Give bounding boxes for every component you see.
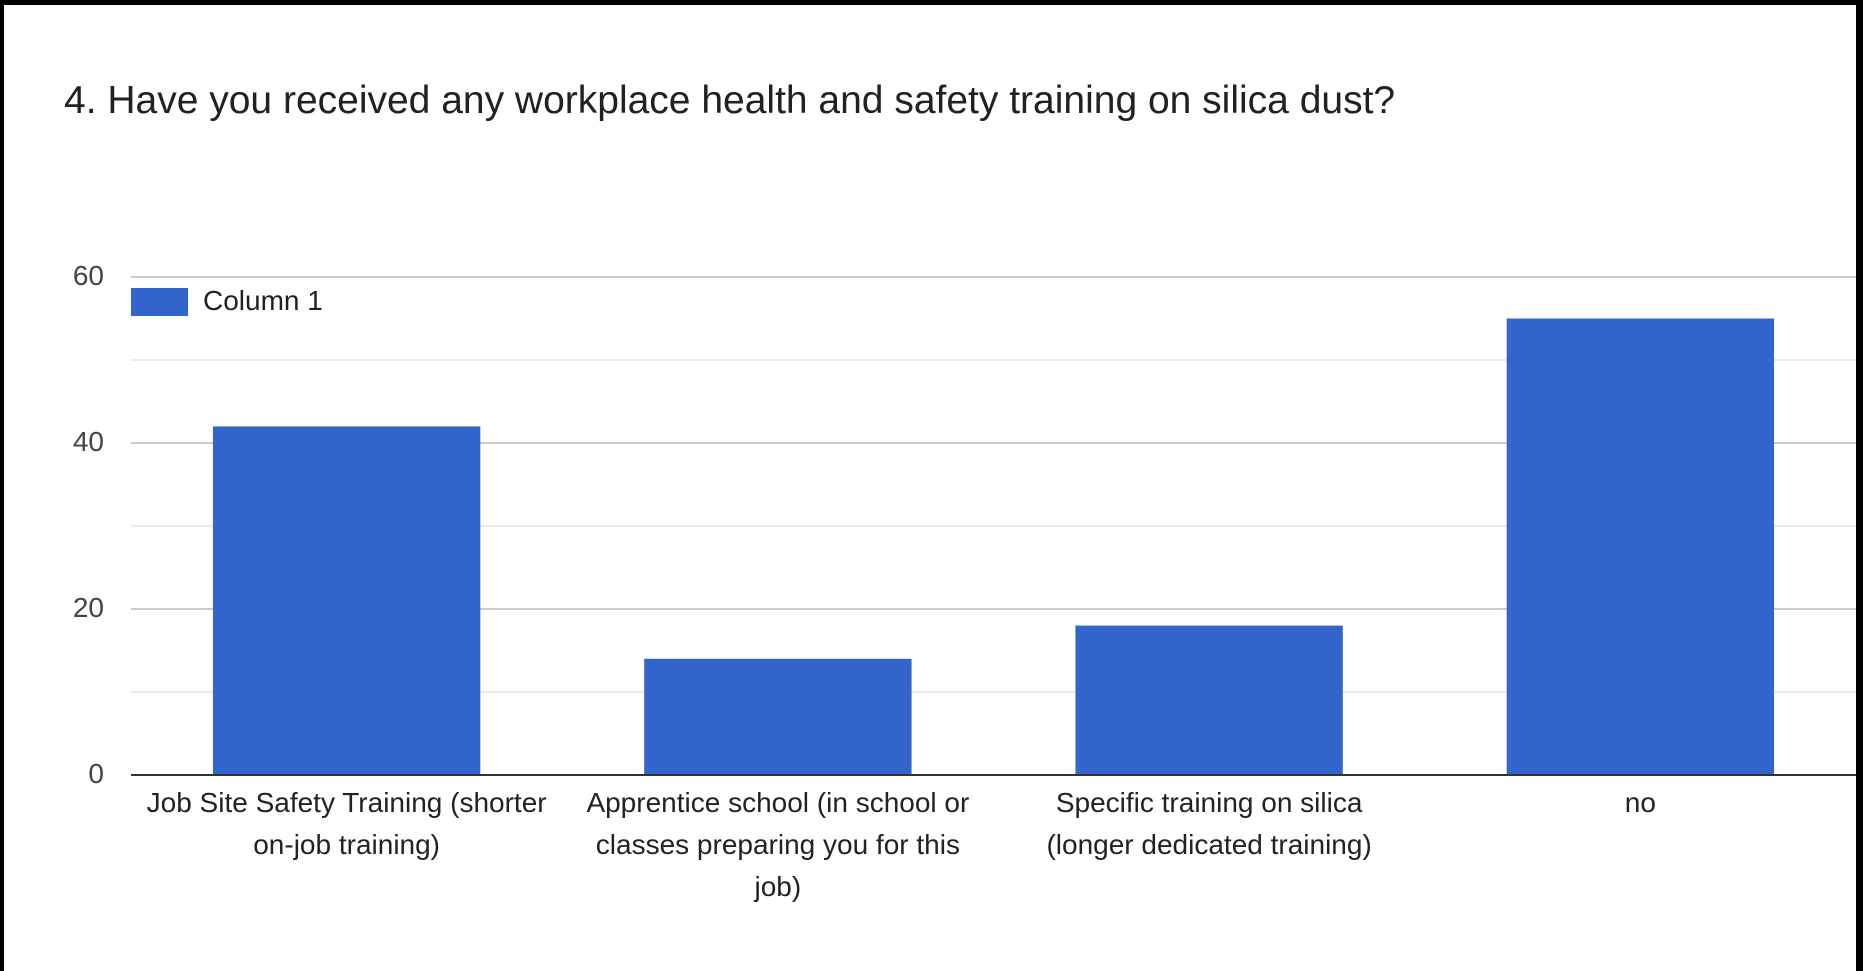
y-tick-label: 20: [72, 592, 104, 623]
chart-title: 4. Have you received any workplace healt…: [64, 79, 1396, 122]
legend-text: Column 1: [203, 285, 323, 316]
y-tick-label: 60: [72, 260, 104, 291]
x-tick-label: Job Site Safety Training (shorter on-job…: [146, 787, 547, 860]
y-tick-label: 0: [88, 758, 104, 789]
bar: [644, 658, 912, 775]
bar: [1506, 318, 1775, 775]
bar: [1075, 625, 1343, 775]
plot: [131, 276, 1856, 776]
legend-swatch: [131, 288, 188, 316]
x-tick-label: Apprentice school (in school or classes …: [586, 787, 970, 902]
y-tick-label: 40: [72, 426, 104, 457]
bar: [212, 426, 481, 775]
chart-card: 4. Have you received any workplace healt…: [4, 5, 1856, 971]
x-tick-label: Specific training on silica (longer dedi…: [1046, 787, 1372, 860]
x-tick-label: no: [1624, 787, 1656, 818]
